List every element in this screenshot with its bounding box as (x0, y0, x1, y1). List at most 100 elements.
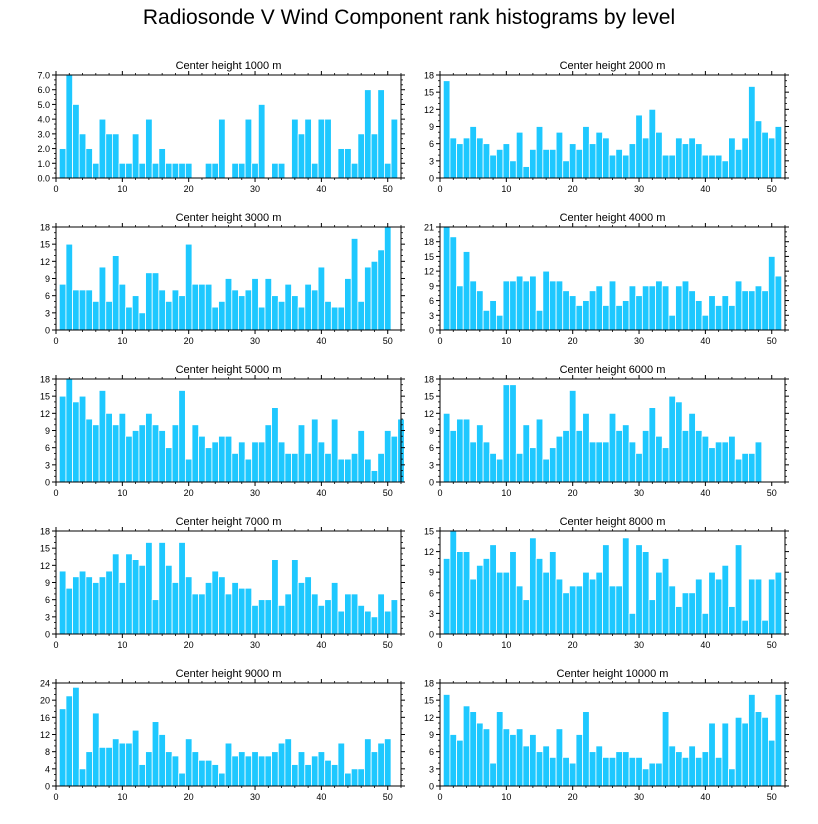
y-tick-label: 3 (429, 460, 434, 470)
y-tick-label: 9 (429, 122, 434, 132)
x-tick-label: 40 (316, 792, 326, 802)
histogram-bar (158, 148, 166, 179)
histogram-bar (774, 126, 783, 179)
histogram-bar (257, 599, 266, 635)
histogram-bar (509, 384, 517, 483)
histogram-bar (78, 133, 87, 179)
histogram-bar (522, 424, 530, 483)
histogram-bar (92, 300, 100, 331)
x-tick-label: 50 (767, 488, 777, 498)
histogram-bar (555, 131, 564, 179)
y-tick-label: 2.0 (37, 144, 50, 154)
histogram-bar (502, 384, 511, 483)
y-tick-label: 15 (40, 392, 50, 402)
histogram-bar (364, 458, 372, 483)
histogram-bar (535, 126, 544, 179)
histogram-bar (85, 576, 93, 635)
histogram-bar (622, 537, 630, 635)
histogram-bar (191, 424, 200, 483)
histogram-bar (728, 606, 736, 635)
histogram-bar (377, 249, 385, 331)
x-tick-label: 50 (767, 792, 777, 802)
histogram-bar (535, 309, 544, 331)
histogram-bar (708, 295, 716, 331)
histogram-bar (171, 289, 180, 331)
histogram-bar (774, 571, 783, 635)
y-tick-label: 1.0 (37, 159, 50, 169)
histogram-bar (748, 694, 756, 787)
histogram-bar (125, 742, 133, 787)
y-tick-label: 18 (424, 375, 434, 385)
histogram-bar (58, 283, 67, 331)
histogram-bar (65, 587, 73, 635)
histogram-bar (184, 243, 193, 331)
histogram-bar (582, 711, 590, 787)
x-tick-label: 50 (383, 640, 393, 650)
histogram-bar (204, 759, 213, 787)
histogram-bar (138, 764, 146, 787)
histogram-bar (582, 571, 590, 635)
histogram-bar (588, 578, 597, 635)
histogram-bar (98, 118, 107, 179)
histogram-bar (774, 275, 783, 331)
histogram-bar (384, 162, 392, 179)
histogram-bar (297, 133, 306, 179)
histogram-bar (495, 458, 504, 483)
histogram-bar (469, 578, 477, 635)
histogram-bar (602, 305, 610, 331)
histogram-bar (728, 768, 736, 787)
histogram-bar (568, 390, 577, 483)
x-tick-label: 20 (184, 184, 194, 194)
histogram-bar (708, 154, 716, 179)
y-tick-label: 6 (429, 588, 434, 598)
y-tick-label: 6.0 (37, 85, 50, 95)
histogram-bar (648, 108, 657, 179)
histogram-bar (344, 593, 352, 635)
histogram-bar (297, 751, 306, 787)
histogram-bar (78, 570, 87, 635)
histogram-bar (449, 236, 457, 331)
histogram-panel: Center height 7000 m 0 3 6 9 12 15 18 0 10 20 30 40 5… (40, 516, 405, 650)
histogram-bar (350, 452, 359, 483)
histogram-bar (204, 283, 213, 331)
histogram-bar (118, 742, 127, 787)
histogram-bar (171, 755, 180, 787)
histogram-bar (344, 458, 352, 483)
histogram-bar (714, 305, 723, 331)
histogram-bar (761, 619, 769, 635)
x-tick-label: 0 (437, 488, 442, 498)
histogram-bar (271, 751, 279, 787)
y-tick-label: 12 (40, 730, 50, 740)
y-tick-label: 15 (424, 88, 434, 98)
histogram-bar (184, 162, 193, 179)
histogram-bar (562, 592, 570, 635)
histogram-bar (575, 734, 584, 787)
x-tick-label: 40 (700, 640, 710, 650)
histogram-bar (111, 255, 120, 331)
y-tick-label: 15 (424, 696, 434, 706)
histogram-bar (529, 148, 537, 179)
histogram-bar (238, 441, 246, 483)
histogram-bar (165, 162, 173, 179)
histogram-bar (284, 593, 292, 635)
histogram-bar (688, 137, 696, 179)
histogram-bar (105, 746, 113, 787)
histogram-bar (615, 305, 623, 331)
histogram-bar (628, 143, 637, 179)
histogram-bar (668, 585, 676, 635)
histogram-bar (370, 133, 379, 179)
histogram-bar (384, 226, 392, 331)
histogram-bar (92, 424, 100, 483)
histogram-bar (131, 430, 140, 483)
x-tick-label: 10 (501, 336, 511, 346)
x-tick-label: 40 (700, 488, 710, 498)
histogram-bar (324, 118, 332, 179)
panel-title: Center height 4000 m (560, 212, 666, 224)
x-tick-label: 20 (184, 488, 194, 498)
histogram-bar (741, 722, 749, 787)
histogram-bar (456, 143, 464, 179)
histogram-bar (482, 143, 491, 179)
histogram-bar (317, 604, 326, 635)
histogram-bar (118, 283, 127, 331)
